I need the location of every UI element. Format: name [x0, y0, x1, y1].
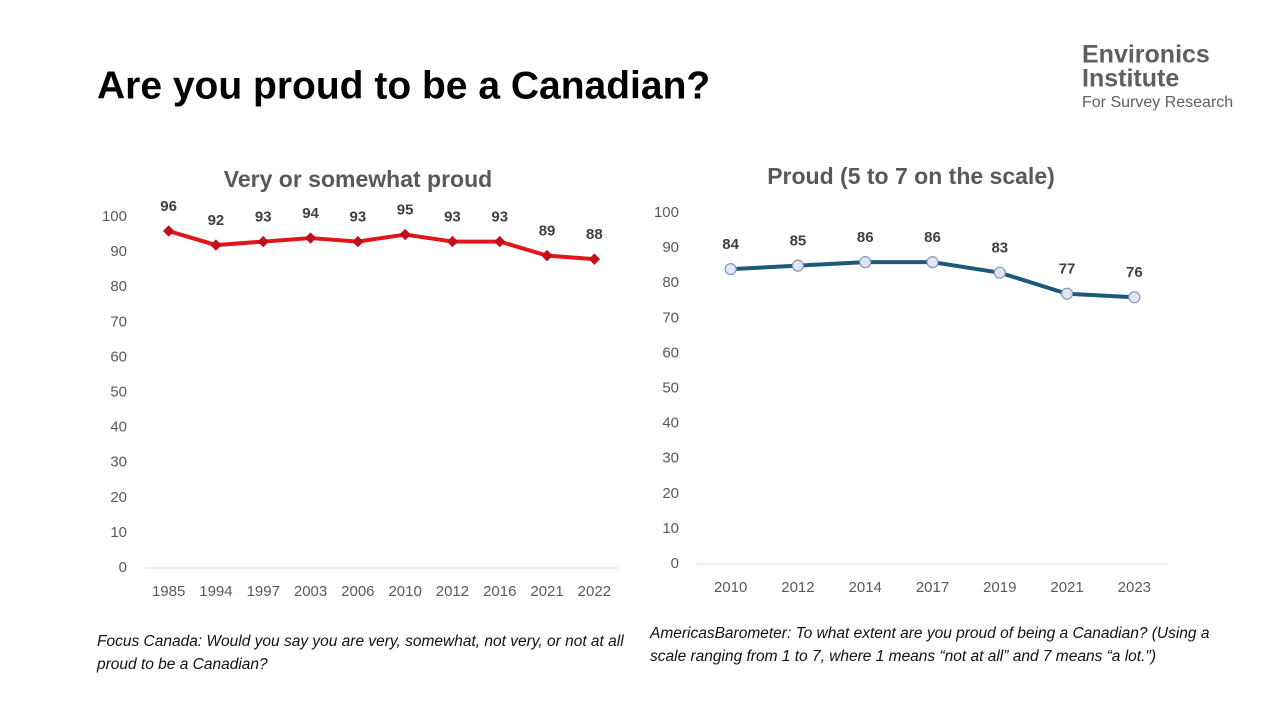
x-tick-label: 2014 [849, 579, 882, 596]
x-tick-label: 2022 [578, 583, 611, 600]
data-label: 93 [255, 209, 272, 226]
marker [724, 263, 737, 276]
data-label: 93 [491, 209, 508, 226]
data-label: 86 [857, 229, 874, 246]
y-tick-label: 10 [110, 524, 127, 541]
marker [304, 232, 317, 244]
y-tick-label: 60 [110, 348, 127, 365]
y-tick-label: 90 [110, 243, 127, 260]
x-tick-label: 2012 [781, 579, 814, 596]
chart-title: Proud (5 to 7 on the scale) [767, 163, 1055, 189]
marker [859, 256, 872, 269]
data-label: 85 [790, 233, 807, 250]
y-tick-label: 80 [662, 274, 679, 291]
y-tick-label: 70 [662, 309, 679, 326]
y-tick-label: 40 [110, 419, 127, 436]
x-tick-label: 1994 [199, 583, 232, 600]
data-label: 86 [924, 229, 941, 246]
x-tick-label: 2010 [388, 583, 421, 600]
x-tick-label: 2012 [436, 583, 469, 600]
logo-name: Institute [1082, 65, 1179, 93]
y-tick-label: 0 [119, 559, 127, 576]
marker [926, 256, 939, 269]
y-tick-label: 50 [110, 383, 127, 400]
data-label: 93 [444, 209, 461, 226]
x-tick-label: 1985 [152, 583, 185, 600]
data-label: 77 [1059, 261, 1076, 278]
logo-name: Environics [1082, 41, 1210, 69]
y-tick-label: 10 [662, 520, 679, 537]
y-tick-label: 0 [671, 555, 679, 572]
y-tick-label: 20 [110, 489, 127, 506]
logo-tagline: For Survey Research [1082, 94, 1233, 111]
x-tick-label: 2003 [294, 583, 327, 600]
x-tick-label: 1997 [247, 583, 280, 600]
marker [588, 253, 601, 265]
x-tick-label: 2021 [1050, 579, 1083, 596]
marker [494, 235, 506, 248]
data-label: 96 [160, 198, 177, 215]
y-tick-label: 80 [110, 278, 127, 295]
y-tick-label: 60 [662, 344, 679, 361]
y-tick-label: 20 [662, 485, 679, 502]
y-tick-label: 30 [110, 454, 127, 471]
x-tick-label: 2016 [483, 583, 516, 600]
data-label: 88 [586, 226, 603, 243]
data-label: 76 [1126, 264, 1143, 281]
marker [541, 249, 553, 262]
marker [446, 235, 459, 248]
data-label: 94 [302, 205, 319, 222]
y-tick-label: 30 [662, 450, 679, 467]
marker [352, 235, 364, 248]
marker [399, 228, 411, 241]
y-tick-label: 50 [662, 379, 679, 396]
y-tick-label: 40 [662, 415, 679, 432]
marker [1128, 291, 1141, 304]
x-tick-label: 2023 [1118, 579, 1151, 596]
marker [210, 239, 222, 251]
x-tick-label: 2021 [530, 583, 563, 600]
x-tick-label: 2006 [341, 583, 374, 600]
data-label: 95 [397, 202, 414, 219]
marker [257, 235, 269, 248]
data-label: 93 [350, 209, 367, 226]
y-tick-label: 70 [110, 313, 127, 330]
data-label: 83 [991, 240, 1008, 257]
marker [993, 266, 1006, 279]
slide-title: Are you proud to be a Canadian? [97, 64, 710, 107]
marker [1060, 287, 1074, 300]
x-tick-label: 2019 [983, 579, 1016, 596]
y-tick-label: 90 [662, 239, 679, 256]
x-tick-label: 2010 [714, 579, 747, 596]
y-tick-label: 100 [102, 208, 127, 225]
caption: Focus Canada: Would you say you are very… [97, 633, 624, 673]
marker [162, 225, 175, 237]
data-label: 92 [208, 212, 225, 229]
y-tick-label: 100 [654, 204, 679, 221]
data-label: 84 [722, 236, 739, 253]
x-tick-label: 2017 [916, 579, 949, 596]
data-label: 89 [539, 223, 556, 240]
marker [791, 259, 805, 272]
caption: AmericasBarometer: To what extent are yo… [650, 625, 1210, 665]
chart-title: Very or somewhat proud [224, 166, 492, 192]
line [168, 229, 595, 262]
